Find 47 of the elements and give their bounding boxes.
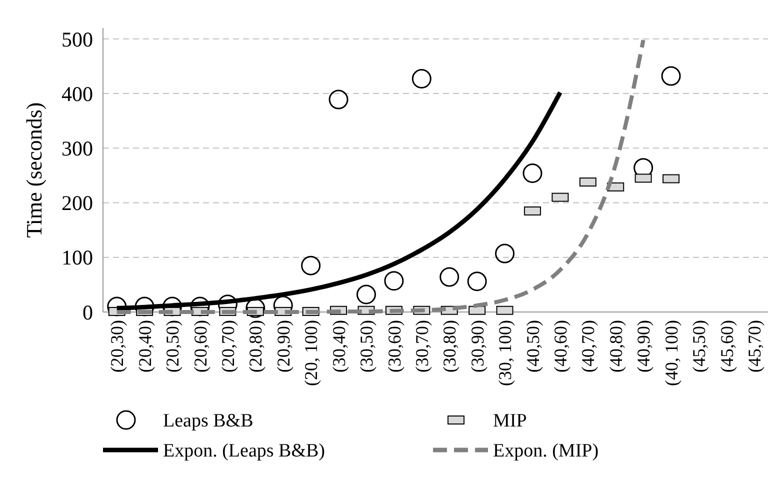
point (440, 267, 460, 287)
x-tick-label: (20,40) (134, 320, 155, 372)
x-tick-label: (40,70) (578, 320, 598, 372)
y-tick-label: 0 (82, 300, 93, 324)
x-tick-label: (30,70) (412, 320, 432, 372)
y-tick-label: 400 (62, 82, 93, 106)
x-tick-label: (40,90) (634, 320, 654, 372)
point (328, 90, 348, 110)
y-axis-title: Time (seconds) (22, 102, 47, 238)
x-tick-label: (40,60) (550, 320, 570, 372)
point (661, 66, 681, 86)
legend-label: MIP (493, 410, 527, 432)
point (384, 271, 404, 291)
x-tick-label: (45,60) (716, 320, 737, 372)
x-tick-label: (30,50) (356, 320, 377, 372)
y-tick-label: 200 (62, 191, 93, 216)
point (301, 256, 321, 276)
x-tick-label: (20,70) (218, 320, 238, 372)
legend-label: Leaps B&B (163, 410, 254, 432)
y-tick-label: 300 (62, 136, 93, 161)
point (495, 244, 515, 264)
x-tick-label: (20, 100) (301, 320, 322, 386)
x-tick-label: (30,60) (384, 320, 404, 372)
point (467, 272, 487, 292)
x-tick-label: (20,30) (107, 320, 128, 372)
y-tick-label: 100 (62, 246, 93, 270)
x-tick-label: (20,90) (273, 320, 294, 372)
point (522, 164, 542, 184)
x-tick-label: (20,60) (190, 320, 210, 372)
x-tick-label: (20,50) (162, 320, 183, 372)
point (412, 69, 432, 89)
x-tick-label: (45,50) (689, 320, 710, 372)
x-tick-label: (30, 100) (495, 320, 516, 386)
point (246, 298, 266, 318)
x-tick-label: (30,40) (328, 320, 349, 372)
y-tick-label: 500 (62, 27, 93, 52)
point (107, 296, 127, 316)
legend-label: Expon. (MIP) (493, 440, 599, 462)
x-tick-label: (45,70) (744, 320, 764, 372)
x-tick-label: (30,90) (467, 320, 488, 372)
x-tick-label: (20,80) (246, 320, 266, 372)
legend-label: Expon. (Leaps B&B) (163, 440, 326, 462)
x-tick-label: (30,80) (440, 320, 460, 372)
point (356, 284, 376, 304)
x-tick-label: (40,80) (606, 320, 626, 372)
x-tick-label: (40, 100) (661, 320, 682, 386)
x-tick-label: (40,50) (522, 320, 543, 372)
